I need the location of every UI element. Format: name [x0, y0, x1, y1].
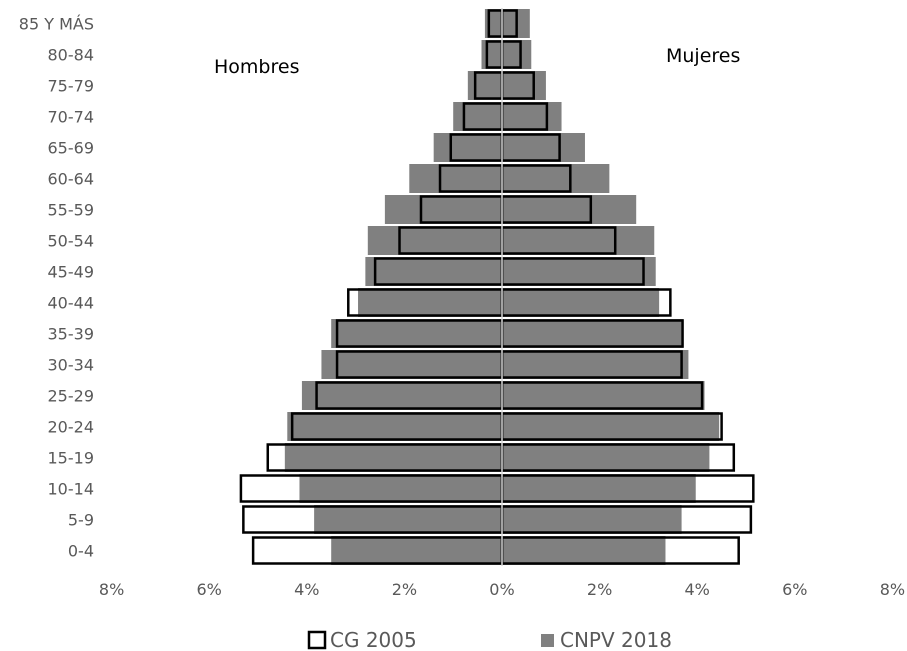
y-tick-label: 30-34 [48, 356, 95, 375]
y-tick-label: 55-59 [48, 201, 95, 220]
legend: CG 2005 CNPV 2018 [307, 628, 672, 651]
y-tick-label: 45-49 [48, 263, 95, 282]
bar-2018-mujeres [502, 536, 666, 565]
y-tick-label: 75-79 [48, 77, 95, 96]
bar-2018-mujeres [502, 443, 710, 472]
bar-2018-hombres [284, 443, 502, 472]
bar-2018-mujeres [502, 474, 696, 503]
x-tick-label: 8% [99, 580, 124, 599]
x-tick-label: 6% [197, 580, 222, 599]
bar-2018-mujeres [502, 102, 562, 131]
x-tick-label: 4% [685, 580, 710, 599]
bar-2018-mujeres [502, 195, 637, 224]
bar-2018-hombres [365, 257, 502, 286]
bar-2018-hombres [484, 9, 502, 38]
y-axis-tick-labels: 85 Y MÁS 80-84 75-79 70-74 65-69 60-64 55-59 50… [19, 15, 94, 561]
legend-label-cnpv-2018: CNPV 2018 [560, 628, 672, 651]
bar-2018-hombres [453, 102, 502, 131]
legend-swatch-cnpv-2018 [541, 634, 554, 647]
bar-2018-hombres [384, 195, 502, 224]
x-tick-label: 2% [587, 580, 612, 599]
y-tick-label: 80-84 [48, 46, 95, 65]
label-hombres: Hombres [214, 56, 299, 78]
label-mujeres: Mujeres [666, 45, 740, 67]
y-tick-label: 15-19 [48, 449, 95, 468]
bar-2018-mujeres [502, 164, 610, 193]
x-tick-label: 6% [782, 580, 807, 599]
bar-2018-hombres [409, 164, 502, 193]
y-tick-label: 0-4 [68, 542, 94, 561]
bar-2018-hombres [287, 412, 502, 441]
bar-2018-hombres [481, 40, 502, 69]
x-axis-tick-labels: 8% 6% 4% 2% 0% 2% 4% 6% 8% [99, 580, 905, 599]
y-tick-label: 50-54 [48, 232, 95, 251]
bar-2018-mujeres [502, 350, 689, 379]
bar-2018-mujeres [502, 226, 655, 255]
y-tick-label: 40-44 [48, 294, 95, 313]
bar-2018-hombres [301, 381, 502, 410]
bar-2018-hombres [314, 505, 502, 534]
x-tick-label: 8% [880, 580, 905, 599]
bar-2018-mujeres [502, 505, 682, 534]
y-tick-label: 70-74 [48, 108, 95, 127]
bar-2018-mujeres [502, 257, 656, 286]
bar-2018-hombres [321, 350, 502, 379]
x-tick-label: 4% [294, 580, 319, 599]
bar-2018-mujeres [502, 319, 684, 348]
y-tick-label: 20-24 [48, 418, 95, 437]
y-tick-label: 10-14 [48, 480, 95, 499]
bar-2018-hombres [433, 133, 502, 162]
bar-2018-mujeres [502, 71, 546, 100]
bar-2018-mujeres [502, 288, 660, 317]
x-tick-label: 0% [489, 580, 514, 599]
y-tick-label: 35-39 [48, 325, 95, 344]
bar-2018-mujeres [502, 40, 532, 69]
bar-2018-hombres [358, 288, 502, 317]
bar-2018-hombres [299, 474, 502, 503]
bar-2018-hombres [331, 319, 502, 348]
y-tick-label: 60-64 [48, 170, 95, 189]
bar-2018-hombres [467, 71, 502, 100]
y-tick-label: 25-29 [48, 387, 95, 406]
bar-2018-mujeres [502, 133, 585, 162]
series-cnpv-2018 [284, 9, 720, 565]
y-tick-label: 85 Y MÁS [19, 15, 94, 34]
x-tick-label: 2% [392, 580, 417, 599]
bar-2018-hombres [331, 536, 502, 565]
bar-2018-hombres [367, 226, 502, 255]
bar-2018-mujeres [502, 381, 705, 410]
legend-label-cg-2005: CG 2005 [330, 628, 417, 651]
bar-2018-mujeres [502, 412, 720, 441]
y-tick-label: 5-9 [68, 511, 94, 530]
y-tick-label: 65-69 [48, 139, 95, 158]
legend-swatch-cg-2005 [307, 630, 327, 650]
